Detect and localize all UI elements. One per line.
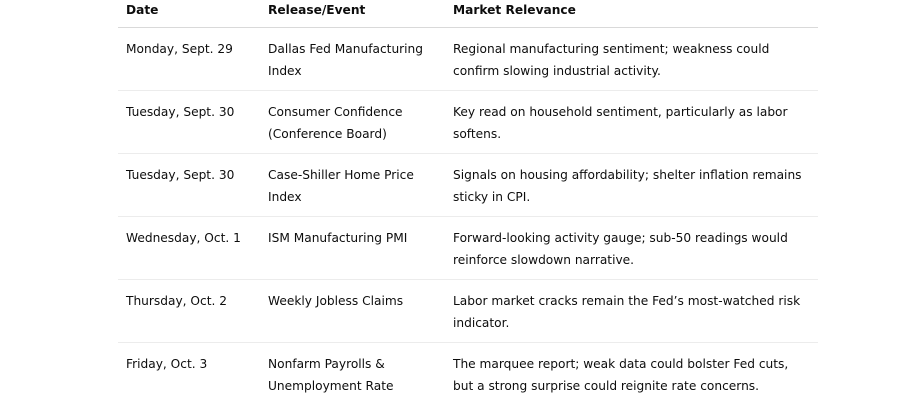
cell-relevance: Labor market cracks remain the Fed’s mos… [445,280,818,343]
cell-event: ISM Manufacturing PMI [260,217,445,280]
cell-event: Consumer Confidence (Conference Board) [260,91,445,154]
cell-date: Friday, Oct. 3 [118,343,260,405]
cell-date: Tuesday, Sept. 30 [118,91,260,154]
cell-relevance: Signals on housing affordability; shelte… [445,154,818,217]
cell-event: Nonfarm Payrolls & Unemployment Rate [260,343,445,405]
cell-event: Weekly Jobless Claims [260,280,445,343]
table-header-row: Date Release/Event Market Relevance [118,0,818,28]
header-release-event: Release/Event [260,0,445,28]
cell-relevance: The marquee report; weak data could bols… [445,343,818,405]
economic-calendar-table: Date Release/Event Market Relevance Mond… [118,0,818,405]
cell-date: Thursday, Oct. 2 [118,280,260,343]
cell-relevance: Forward-looking activity gauge; sub-50 r… [445,217,818,280]
header-date: Date [118,0,260,28]
cell-event: Dallas Fed Manufacturing Index [260,28,445,91]
header-market-relevance: Market Relevance [445,0,818,28]
cell-date: Tuesday, Sept. 30 [118,154,260,217]
cell-relevance: Regional manufacturing sentiment; weakne… [445,28,818,91]
cell-relevance: Key read on household sentiment, particu… [445,91,818,154]
cell-date: Monday, Sept. 29 [118,28,260,91]
cell-event: Case-Shiller Home Price Index [260,154,445,217]
cell-date: Wednesday, Oct. 1 [118,217,260,280]
